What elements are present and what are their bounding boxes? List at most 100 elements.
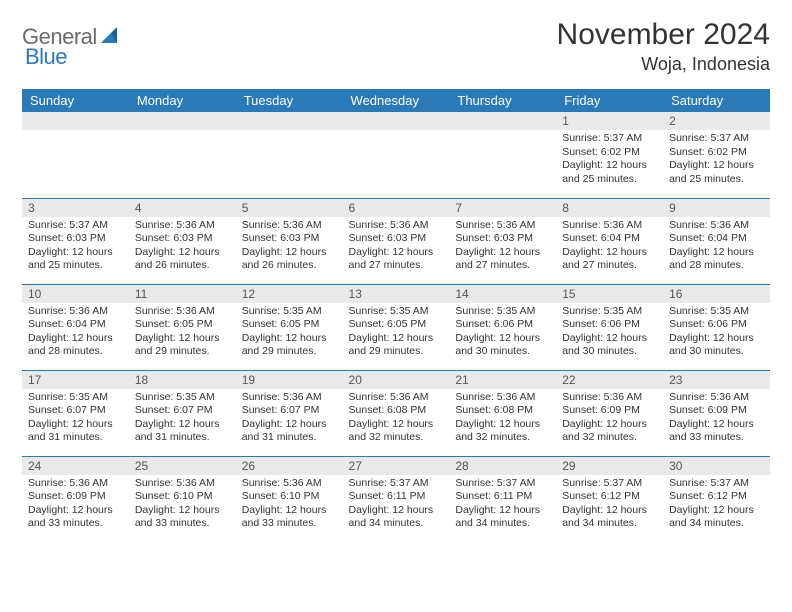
daylight-text-2: and 34 minutes. [349, 517, 444, 531]
daylight-text-1: Daylight: 12 hours [562, 159, 657, 173]
daylight-text-2: and 33 minutes. [669, 431, 764, 445]
daylight-text-1: Daylight: 12 hours [455, 504, 550, 518]
sunset-text: Sunset: 6:06 PM [562, 318, 657, 332]
day-details: Sunrise: 5:36 AMSunset: 6:05 PMDaylight:… [129, 303, 236, 364]
sunrise-text: Sunrise: 5:37 AM [349, 477, 444, 491]
sunrise-text: Sunrise: 5:36 AM [669, 391, 764, 405]
sunset-text: Sunset: 6:02 PM [562, 146, 657, 160]
day-number [449, 112, 556, 130]
daylight-text-1: Daylight: 12 hours [455, 418, 550, 432]
day-header: Friday [556, 89, 663, 112]
sunrise-text: Sunrise: 5:35 AM [242, 305, 337, 319]
day-number [129, 112, 236, 130]
day-cell: 25Sunrise: 5:36 AMSunset: 6:10 PMDayligh… [129, 456, 236, 542]
day-cell: 11Sunrise: 5:36 AMSunset: 6:05 PMDayligh… [129, 284, 236, 370]
day-number: 10 [22, 285, 129, 303]
daylight-text-2: and 32 minutes. [455, 431, 550, 445]
day-number [343, 112, 450, 130]
day-number: 5 [236, 199, 343, 217]
sunset-text: Sunset: 6:07 PM [135, 404, 230, 418]
day-details: Sunrise: 5:36 AMSunset: 6:07 PMDaylight:… [236, 389, 343, 450]
sunrise-text: Sunrise: 5:36 AM [349, 391, 444, 405]
daylight-text-2: and 31 minutes. [28, 431, 123, 445]
day-details: Sunrise: 5:36 AMSunset: 6:03 PMDaylight:… [343, 217, 450, 278]
day-cell: 26Sunrise: 5:36 AMSunset: 6:10 PMDayligh… [236, 456, 343, 542]
daylight-text-2: and 33 minutes. [135, 517, 230, 531]
daylight-text-2: and 25 minutes. [28, 259, 123, 273]
daylight-text-1: Daylight: 12 hours [562, 418, 657, 432]
sunset-text: Sunset: 6:09 PM [28, 490, 123, 504]
month-year: November 2024 [557, 18, 770, 52]
day-number: 22 [556, 371, 663, 389]
daylight-text-2: and 28 minutes. [669, 259, 764, 273]
sunrise-text: Sunrise: 5:35 AM [135, 391, 230, 405]
sunset-text: Sunset: 6:05 PM [135, 318, 230, 332]
sunrise-text: Sunrise: 5:36 AM [669, 219, 764, 233]
sunset-text: Sunset: 6:03 PM [242, 232, 337, 246]
day-details: Sunrise: 5:36 AMSunset: 6:10 PMDaylight:… [129, 475, 236, 536]
daylight-text-1: Daylight: 12 hours [455, 332, 550, 346]
logo-line2: Blue [25, 44, 67, 70]
day-number: 3 [22, 199, 129, 217]
title-block: November 2024 Woja, Indonesia [557, 18, 770, 75]
daylight-text-2: and 33 minutes. [242, 517, 337, 531]
day-number: 27 [343, 457, 450, 475]
day-number: 4 [129, 199, 236, 217]
day-cell [22, 112, 129, 198]
page-header: General November 2024 Woja, Indonesia [22, 18, 770, 75]
daylight-text-1: Daylight: 12 hours [135, 332, 230, 346]
day-header: Monday [129, 89, 236, 112]
day-details: Sunrise: 5:36 AMSunset: 6:04 PMDaylight:… [22, 303, 129, 364]
day-cell: 1Sunrise: 5:37 AMSunset: 6:02 PMDaylight… [556, 112, 663, 198]
sunrise-text: Sunrise: 5:36 AM [135, 305, 230, 319]
sunrise-text: Sunrise: 5:36 AM [242, 219, 337, 233]
day-cell: 4Sunrise: 5:36 AMSunset: 6:03 PMDaylight… [129, 198, 236, 284]
sunrise-text: Sunrise: 5:35 AM [455, 305, 550, 319]
sunrise-text: Sunrise: 5:36 AM [242, 391, 337, 405]
daylight-text-1: Daylight: 12 hours [349, 418, 444, 432]
daylight-text-2: and 25 minutes. [562, 173, 657, 187]
daylight-text-1: Daylight: 12 hours [28, 246, 123, 260]
sunrise-text: Sunrise: 5:36 AM [28, 477, 123, 491]
daylight-text-1: Daylight: 12 hours [349, 246, 444, 260]
day-cell: 9Sunrise: 5:36 AMSunset: 6:04 PMDaylight… [663, 198, 770, 284]
day-header: Wednesday [343, 89, 450, 112]
day-cell: 30Sunrise: 5:37 AMSunset: 6:12 PMDayligh… [663, 456, 770, 542]
daylight-text-2: and 25 minutes. [669, 173, 764, 187]
daylight-text-2: and 26 minutes. [135, 259, 230, 273]
day-cell: 18Sunrise: 5:35 AMSunset: 6:07 PMDayligh… [129, 370, 236, 456]
daylight-text-1: Daylight: 12 hours [135, 504, 230, 518]
daylight-text-2: and 33 minutes. [28, 517, 123, 531]
calendar-head: SundayMondayTuesdayWednesdayThursdayFrid… [22, 89, 770, 112]
day-number: 23 [663, 371, 770, 389]
day-details: Sunrise: 5:36 AMSunset: 6:03 PMDaylight:… [449, 217, 556, 278]
daylight-text-2: and 29 minutes. [135, 345, 230, 359]
day-header: Thursday [449, 89, 556, 112]
day-cell: 8Sunrise: 5:36 AMSunset: 6:04 PMDaylight… [556, 198, 663, 284]
daylight-text-1: Daylight: 12 hours [242, 418, 337, 432]
day-header: Tuesday [236, 89, 343, 112]
daylight-text-1: Daylight: 12 hours [242, 332, 337, 346]
day-number: 24 [22, 457, 129, 475]
sunrise-text: Sunrise: 5:36 AM [562, 219, 657, 233]
sunrise-text: Sunrise: 5:35 AM [562, 305, 657, 319]
day-number: 8 [556, 199, 663, 217]
daylight-text-2: and 27 minutes. [455, 259, 550, 273]
day-cell: 5Sunrise: 5:36 AMSunset: 6:03 PMDaylight… [236, 198, 343, 284]
day-cell: 20Sunrise: 5:36 AMSunset: 6:08 PMDayligh… [343, 370, 450, 456]
daylight-text-1: Daylight: 12 hours [28, 418, 123, 432]
day-details: Sunrise: 5:37 AMSunset: 6:11 PMDaylight:… [343, 475, 450, 536]
day-details: Sunrise: 5:36 AMSunset: 6:04 PMDaylight:… [663, 217, 770, 278]
daylight-text-2: and 29 minutes. [242, 345, 337, 359]
day-cell: 15Sunrise: 5:35 AMSunset: 6:06 PMDayligh… [556, 284, 663, 370]
day-details: Sunrise: 5:36 AMSunset: 6:03 PMDaylight:… [236, 217, 343, 278]
day-cell: 13Sunrise: 5:35 AMSunset: 6:05 PMDayligh… [343, 284, 450, 370]
sunrise-text: Sunrise: 5:37 AM [562, 132, 657, 146]
daylight-text-2: and 34 minutes. [455, 517, 550, 531]
daylight-text-2: and 30 minutes. [455, 345, 550, 359]
day-details [129, 130, 236, 190]
day-details: Sunrise: 5:36 AMSunset: 6:08 PMDaylight:… [343, 389, 450, 450]
sunset-text: Sunset: 6:09 PM [562, 404, 657, 418]
day-number [236, 112, 343, 130]
day-cell [343, 112, 450, 198]
